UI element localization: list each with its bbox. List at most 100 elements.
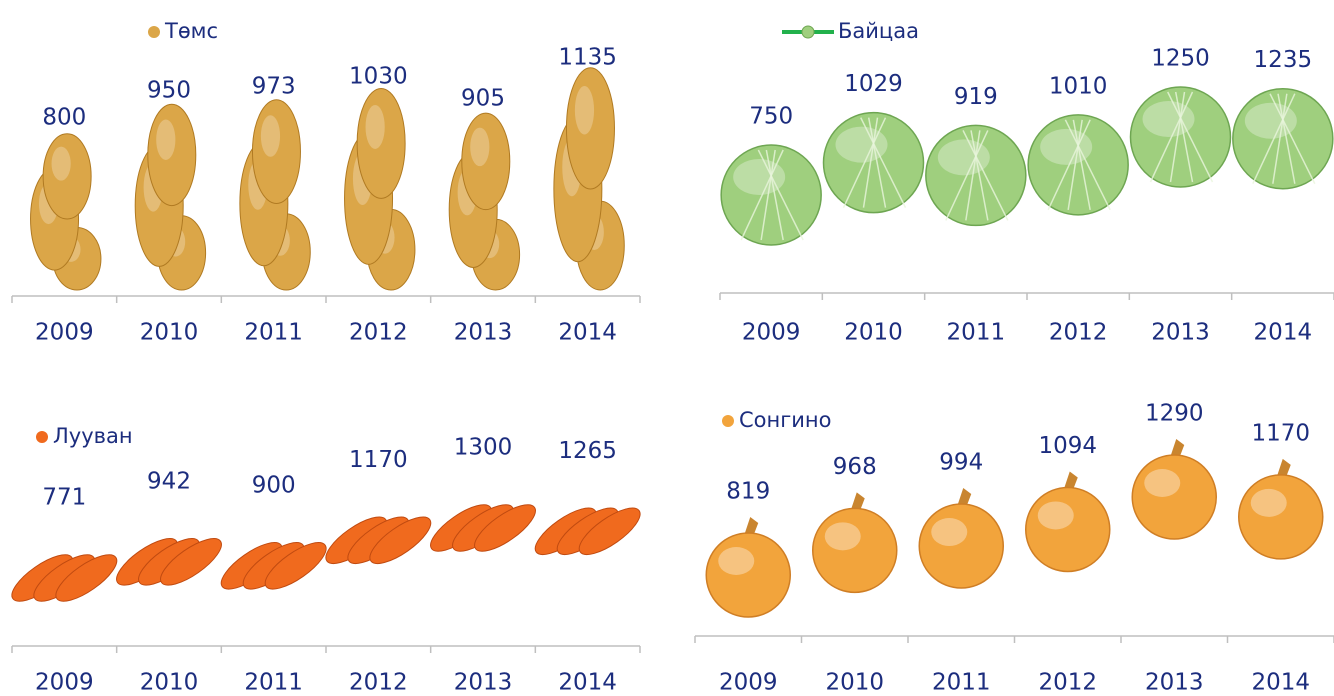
value-label: 1170 <box>349 447 408 473</box>
potato-icon <box>554 68 624 290</box>
cabbage-icon <box>1131 87 1231 187</box>
legend-icon <box>802 26 814 38</box>
value-label: 900 <box>252 472 296 498</box>
highlight <box>470 128 489 167</box>
x-tick-label: 2009 <box>35 670 94 696</box>
legend-label: Лууван <box>53 424 133 448</box>
highlight <box>1038 501 1074 529</box>
value-label: 1265 <box>558 438 617 464</box>
carrot-icon <box>215 535 333 598</box>
x-tick-label: 2012 <box>349 670 408 696</box>
x-tick-label: 2010 <box>825 670 884 696</box>
highlight <box>261 115 280 157</box>
highlight <box>718 547 754 575</box>
x-tick-label: 2014 <box>558 670 617 696</box>
highlight <box>1144 469 1180 497</box>
cabbage-icon <box>824 113 924 213</box>
value-label: 1250 <box>1151 46 1210 72</box>
value-label: 1300 <box>454 435 513 461</box>
x-tick-label: 2011 <box>244 670 303 696</box>
value-label: 1135 <box>558 45 617 71</box>
value-label: 973 <box>252 74 296 100</box>
onion-icon <box>1239 459 1323 559</box>
x-tick-label: 2010 <box>140 320 199 346</box>
carrot-icon <box>5 547 123 610</box>
x-tick-label: 2013 <box>1145 670 1204 696</box>
highlight <box>1251 489 1287 517</box>
x-tick-label: 2011 <box>244 320 303 346</box>
value-label: 1029 <box>844 71 903 97</box>
cabbage-head <box>1233 89 1333 189</box>
value-label: 1030 <box>349 63 408 89</box>
onion-icon <box>706 517 790 617</box>
x-tick-label: 2010 <box>844 320 903 346</box>
value-label: 1290 <box>1145 401 1204 427</box>
cabbage-head <box>721 145 821 245</box>
x-tick-label: 2012 <box>1038 670 1097 696</box>
x-tick-label: 2009 <box>719 670 778 696</box>
onion-bulb <box>1026 487 1110 571</box>
value-label: 1094 <box>1038 433 1097 459</box>
legend: Төмс <box>148 19 218 43</box>
value-label: 905 <box>461 86 505 112</box>
value-label: 942 <box>147 468 191 494</box>
legend-icon <box>36 431 48 443</box>
highlight <box>52 147 71 181</box>
value-label: 800 <box>42 105 86 131</box>
potato-icon <box>31 134 101 290</box>
value-label: 919 <box>954 84 998 110</box>
potato-icon <box>135 104 205 290</box>
carrot-icon <box>110 531 228 594</box>
legend-icon <box>722 415 734 427</box>
value-label: 750 <box>749 104 793 130</box>
carrot-icon <box>319 509 437 572</box>
onion-icon <box>813 492 897 592</box>
x-tick-label: 2014 <box>1254 320 1313 346</box>
onion-icon <box>1132 439 1216 539</box>
x-tick-label: 2010 <box>140 670 199 696</box>
onion-bulb <box>706 533 790 617</box>
cabbage-icon <box>926 125 1026 225</box>
x-tick-label: 2012 <box>1049 320 1108 346</box>
x-tick-label: 2011 <box>932 670 991 696</box>
x-tick-label: 2012 <box>349 320 408 346</box>
x-tick-label: 2014 <box>1251 670 1310 696</box>
cabbage-head <box>926 125 1026 225</box>
highlight <box>156 119 175 160</box>
onion-bulb <box>1132 455 1216 539</box>
onion-bulb <box>813 508 897 592</box>
chart-grid: Төмс 800 950 973 1030 905 1135 2009 2010 2011 2012… <box>0 0 1334 696</box>
legend-icon <box>148 26 160 38</box>
cabbage-icon <box>1028 115 1128 215</box>
potato-icon <box>449 113 519 290</box>
carrot-icon <box>424 497 542 560</box>
x-tick-label: 2011 <box>947 320 1006 346</box>
x-tick-label: 2013 <box>454 670 513 696</box>
legend: Байцаа <box>782 19 919 43</box>
highlight <box>825 522 861 550</box>
onion-bulb <box>919 504 1003 588</box>
page: {"chart_data": [ {"type": "pictograph", … <box>0 0 1334 696</box>
potato-icon <box>240 100 310 290</box>
cabbage-head <box>1131 87 1231 187</box>
value-label: 819 <box>726 479 770 505</box>
cabbage-icon <box>1233 89 1333 189</box>
legend: Сонгино <box>722 408 832 432</box>
value-label: 1010 <box>1049 73 1108 99</box>
legend-label: Сонгино <box>739 408 832 432</box>
highlight <box>931 518 967 546</box>
legend-label: Байцаа <box>838 19 919 43</box>
value-label: 771 <box>42 485 86 511</box>
onion-bulb <box>1239 475 1323 559</box>
x-tick-label: 2009 <box>35 320 94 346</box>
cabbage-icon <box>721 145 821 245</box>
cabbage-head <box>1028 115 1128 215</box>
x-tick-label: 2014 <box>558 320 617 346</box>
onion-icon <box>919 488 1003 588</box>
legend-label: Төмс <box>164 19 218 43</box>
cabbage-head <box>824 113 924 213</box>
x-tick-label: 2009 <box>742 320 801 346</box>
onion-icon <box>1026 471 1110 571</box>
value-label: 950 <box>147 78 191 104</box>
value-label: 968 <box>833 454 877 480</box>
